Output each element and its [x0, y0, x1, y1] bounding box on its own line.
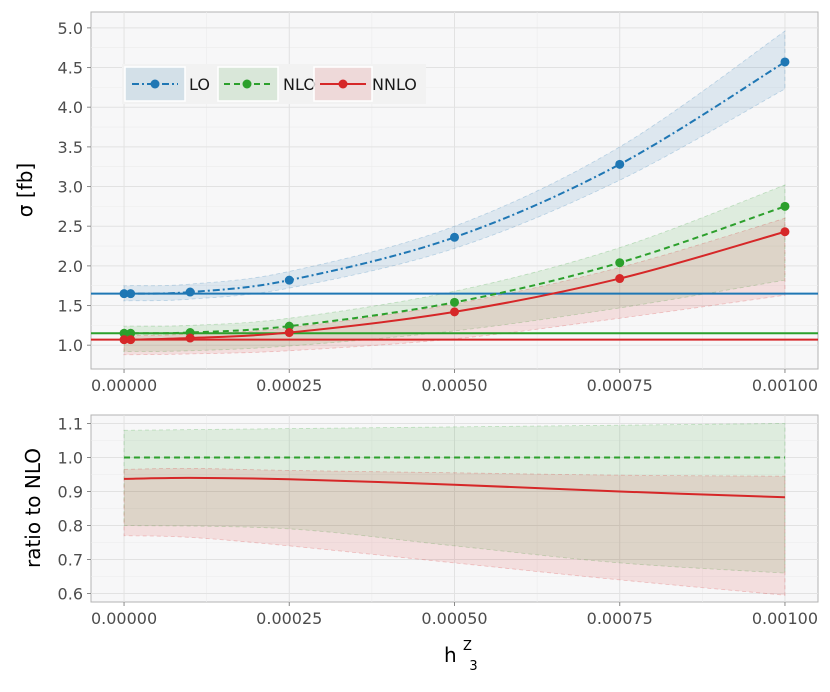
legend-nlo-label: NLO	[283, 75, 316, 94]
x-tick-label: 0.00075	[587, 376, 653, 395]
top-panel: 1.01.52.02.53.03.54.04.55.0 0.00000 0.000…	[13, 11, 819, 395]
bottom-y-axis-label: ratio to NLO	[21, 448, 45, 568]
x-axis-label-subscript: 3	[469, 659, 477, 674]
x-tick-label: 0.00025	[256, 609, 322, 628]
y-tick-label: 2.5	[58, 217, 83, 236]
legend-nnlo-marker	[338, 79, 348, 89]
bottom-y-tick-labels: 0.6 0.7 0.8 0.9 1.0 1.1	[58, 415, 91, 604]
nlo-central-line	[122, 205, 786, 335]
x-tick-label: 0.00000	[91, 376, 157, 395]
x-axis-label: h Z 3	[444, 631, 478, 674]
legend-lo-marker	[150, 79, 160, 89]
lo-data-point	[284, 275, 294, 285]
x-axis-label-superscript: Z	[463, 639, 472, 654]
nlo-data-point	[126, 328, 136, 338]
legend-nlo-marker	[242, 79, 252, 89]
legend: LO NLO NNLO	[122, 64, 426, 104]
legend-item-nnlo: NNLO	[313, 66, 417, 102]
bottom-uncertainty-bands	[123, 423, 786, 596]
legend-nnlo-label: NNLO	[372, 75, 417, 94]
y-tick-label: 1.0	[58, 336, 83, 355]
y-tick-label: 4.5	[58, 59, 83, 78]
nnlo-data-point	[126, 335, 136, 345]
nnlo-uncertainty-band	[123, 467, 786, 596]
lo-data-point	[185, 287, 195, 297]
y-tick-label: 1.1	[58, 415, 83, 434]
nnlo-data-point	[284, 328, 294, 338]
x-axis-label-main: h	[444, 643, 457, 667]
legend-item-lo: LO	[124, 66, 210, 102]
top-y-axis-label: σ [fb]	[13, 163, 37, 217]
x-tick-label: 0.00100	[752, 376, 818, 395]
nnlo-data-point	[119, 335, 129, 345]
nlo-uncertainty-band	[123, 423, 786, 574]
y-tick-label: 4.0	[58, 98, 83, 117]
nnlo-central-line	[124, 476, 785, 499]
y-tick-label: 5.0	[58, 19, 83, 38]
lo-data-point	[780, 57, 790, 67]
top-reference-lines	[91, 292, 818, 341]
legend-item-nlo: NLO	[217, 66, 316, 102]
top-series-lines	[122, 61, 786, 341]
x-tick-label: 0.00075	[587, 609, 653, 628]
lo-data-point	[119, 289, 129, 299]
nnlo-data-point	[780, 227, 790, 237]
lo-data-point	[615, 159, 625, 169]
lo-central-line	[122, 61, 786, 295]
x-tick-label: 0.00000	[91, 609, 157, 628]
y-tick-label: 3.0	[58, 178, 83, 197]
y-tick-label: 0.8	[58, 517, 83, 536]
bottom-grid	[91, 415, 818, 602]
nnlo-data-point	[450, 307, 459, 317]
nlo-data-point	[450, 297, 459, 307]
bottom-panel: 0.6 0.7 0.8 0.9 1.0 1.1 0.00000 0.00025 0.00050…	[21, 414, 819, 628]
legend-lo-label: LO	[189, 75, 210, 94]
y-tick-label: 0.9	[58, 483, 83, 502]
lo-data-point	[126, 289, 136, 299]
y-tick-label: 1.5	[58, 297, 83, 316]
x-tick-label: 0.00025	[256, 376, 322, 395]
nnlo-data-point	[615, 274, 625, 284]
y-tick-label: 3.5	[58, 138, 83, 157]
nnlo-central-line	[122, 230, 786, 341]
nlo-data-point	[284, 321, 294, 331]
x-tick-label: 0.00050	[421, 609, 487, 628]
y-tick-label: 2.0	[58, 257, 83, 276]
bottom-x-tick-labels: 0.00000 0.00025 0.00050 0.00075 0.00100	[91, 602, 818, 628]
top-series-points	[119, 57, 790, 345]
nnlo-data-point	[185, 333, 195, 343]
x-tick-label: 0.00100	[752, 609, 818, 628]
y-tick-label: 1.0	[58, 449, 83, 468]
nlo-data-point	[119, 328, 129, 338]
bottom-series-lines	[124, 456, 785, 499]
y-tick-label: 0.7	[58, 551, 83, 570]
lo-data-point	[450, 232, 459, 242]
nlo-data-point	[780, 201, 790, 211]
nlo-data-point	[615, 258, 625, 268]
x-tick-label: 0.00050	[421, 376, 487, 395]
y-tick-label: 0.6	[58, 585, 83, 604]
top-x-tick-labels: 0.00000 0.00025 0.00050 0.00075 0.00100	[91, 369, 818, 395]
top-y-tick-labels: 1.0 1.5 2.0 2.5 3.0 3.5 4.0 4.5 5.0	[58, 19, 91, 355]
